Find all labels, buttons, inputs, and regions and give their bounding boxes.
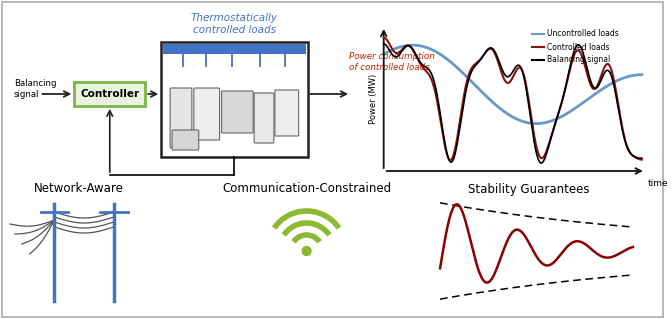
Bar — [163, 44, 306, 54]
Text: time: time — [648, 179, 669, 188]
Text: Controlled loads: Controlled loads — [547, 42, 610, 51]
FancyBboxPatch shape — [222, 91, 253, 133]
Text: Power consumption
of controlled loads: Power consumption of controlled loads — [349, 52, 435, 72]
Bar — [74, 82, 145, 106]
Text: Power (MW): Power (MW) — [369, 73, 378, 124]
Text: Stability Guarantees: Stability Guarantees — [468, 182, 590, 196]
FancyBboxPatch shape — [254, 93, 274, 143]
Circle shape — [302, 247, 311, 256]
Text: Controller: Controller — [80, 89, 139, 99]
Text: Balancing signal: Balancing signal — [547, 56, 610, 64]
Text: Uncontrolled loads: Uncontrolled loads — [547, 29, 619, 39]
Text: Communication-Constrained: Communication-Constrained — [222, 182, 391, 196]
Text: Network-Aware: Network-Aware — [34, 182, 124, 196]
Text: Balancing
signal: Balancing signal — [14, 79, 56, 99]
FancyBboxPatch shape — [172, 130, 199, 150]
Text: Thermostatically
controlled loads: Thermostatically controlled loads — [191, 13, 278, 35]
Bar — [161, 42, 308, 157]
FancyBboxPatch shape — [170, 88, 192, 148]
FancyBboxPatch shape — [275, 90, 298, 136]
FancyBboxPatch shape — [194, 88, 220, 140]
